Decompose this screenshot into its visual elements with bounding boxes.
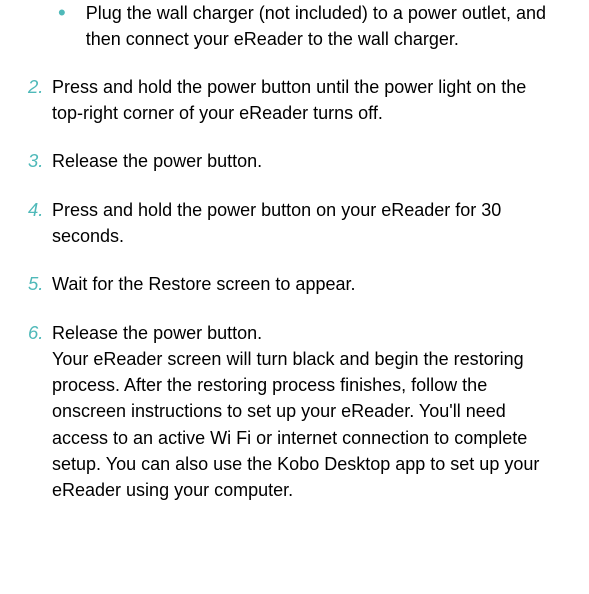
step-text-line1: Release the power button. [52, 320, 561, 346]
step-number: 5. [28, 271, 52, 298]
step-2: 2. Press and hold the power button until… [28, 74, 561, 126]
step-text-line2: Your eReader screen will turn black and … [52, 346, 561, 503]
step-number: 2. [28, 74, 52, 126]
step-4: 4. Press and hold the power button on yo… [28, 197, 561, 249]
bullet-item: • Plug the wall charger (not included) t… [28, 0, 561, 52]
step-6: 6. Release the power button. Your eReade… [28, 320, 561, 503]
step-text: Wait for the Restore screen to appear. [52, 271, 561, 298]
step-number: 6. [28, 320, 52, 503]
step-text: Press and hold the power button until th… [52, 74, 561, 126]
bullet-text: Plug the wall charger (not included) to … [86, 0, 561, 52]
bullet-marker: • [58, 2, 66, 52]
step-text: Release the power button. Your eReader s… [52, 320, 561, 503]
step-5: 5. Wait for the Restore screen to appear… [28, 271, 561, 298]
step-number: 4. [28, 197, 52, 249]
step-3: 3. Release the power button. [28, 148, 561, 175]
step-number: 3. [28, 148, 52, 175]
step-text: Release the power button. [52, 148, 561, 175]
step-text: Press and hold the power button on your … [52, 197, 561, 249]
